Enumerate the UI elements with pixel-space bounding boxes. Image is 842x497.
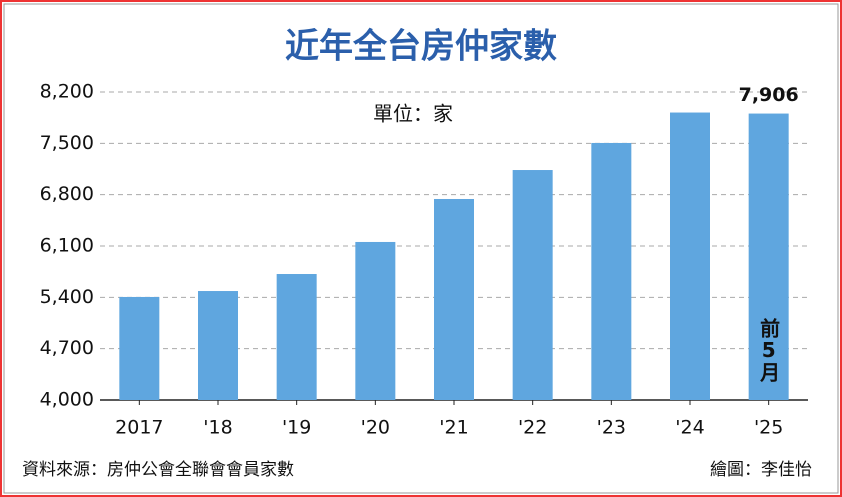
bar [119, 296, 160, 400]
x-tick-label: '24 [675, 417, 704, 439]
x-tick-label: '22 [518, 417, 547, 439]
y-tick-label: 5,400 [40, 286, 94, 308]
x-tick-label: '18 [203, 417, 232, 439]
y-tick-label: 4,700 [40, 337, 94, 359]
chart-title: 近年全台房仲家數 [285, 27, 557, 67]
y-tick-label: 8,200 [40, 81, 94, 103]
credit: 繪圖：李佳怡 [710, 460, 812, 480]
bar [276, 274, 317, 400]
inner-frame [3, 3, 839, 494]
x-tick-label: 2017 [115, 417, 163, 439]
bar [512, 170, 553, 400]
bar [198, 291, 238, 400]
x-tick-label: '20 [361, 417, 390, 439]
bar [748, 113, 789, 400]
bar [670, 112, 710, 401]
y-tick-label: 6,800 [40, 183, 94, 205]
x-tick-label: '21 [439, 417, 468, 439]
value-label: 7,906 [739, 84, 799, 106]
source: 資料來源：房仲公會全聯會會員家數 [22, 460, 294, 480]
x-tick-label: '25 [754, 417, 783, 439]
x-tick-label: '23 [597, 417, 626, 439]
annotation: 前5月 [757, 317, 781, 383]
bar [434, 198, 474, 400]
y-tick-label: 7,500 [40, 132, 94, 154]
y-tick-label: 4,000 [40, 389, 94, 411]
x-tick-label: '19 [282, 417, 311, 439]
y-tick-label: 6,100 [40, 235, 94, 257]
bar [591, 142, 632, 400]
bar [355, 241, 396, 400]
unit-label: 單位：家 [373, 102, 453, 126]
